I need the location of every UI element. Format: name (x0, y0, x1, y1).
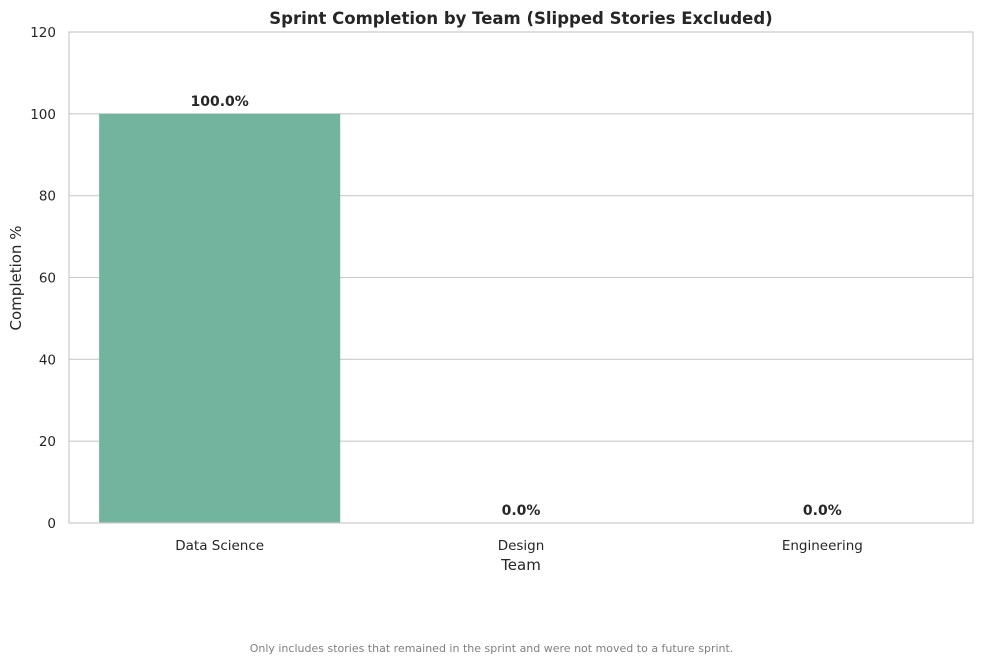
bars (99, 113, 341, 523)
y-tick-label: 40 (39, 352, 56, 368)
y-tick-label: 120 (30, 25, 56, 41)
y-axis-label: Completion % (7, 226, 25, 331)
data-label: 0.0% (803, 503, 842, 519)
data-label: 0.0% (502, 503, 541, 519)
x-tick-label: Data Science (175, 538, 264, 554)
bar (99, 113, 341, 523)
x-tick-label: Design (498, 538, 545, 554)
y-tick-label: 80 (39, 189, 56, 205)
x-axis-label: Team (500, 556, 541, 574)
data-labels: 100.0% 0.0% 0.0% (191, 94, 842, 519)
y-tick-label: 20 (39, 434, 56, 450)
y-tick-label: 0 (47, 516, 56, 532)
x-tick-label: Engineering (782, 538, 863, 554)
footnote: Only includes stories that remained in t… (250, 642, 734, 655)
y-tick-labels: 0 20 40 60 80 100 120 (30, 25, 56, 532)
plot-frame (68, 31, 974, 524)
chart-title: Sprint Completion by Team (Slipped Stori… (269, 9, 772, 28)
x-tick-labels: Data Science Design Engineering (175, 538, 863, 554)
data-label: 100.0% (191, 94, 249, 110)
y-tick-label: 100 (30, 107, 56, 123)
y-tick-label: 60 (39, 271, 56, 287)
